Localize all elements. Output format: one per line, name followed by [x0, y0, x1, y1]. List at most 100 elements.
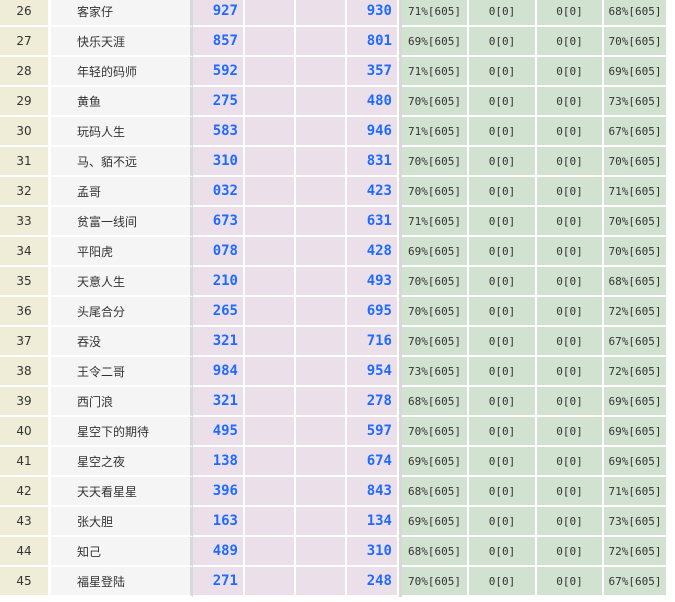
name-cell: 星空之夜 — [51, 447, 193, 477]
divider — [399, 27, 402, 57]
empty-cell — [245, 507, 296, 537]
number-cell: 946 — [347, 117, 399, 147]
rank-cell: 28 — [0, 57, 51, 87]
rank-cell: 38 — [0, 357, 51, 387]
number-cell: 357 — [347, 57, 399, 87]
rate-cell: 0[0] — [469, 0, 537, 27]
table-row: 28 年轻的码师 592 357 71%[605] 0[0] 0[0] 69%[… — [0, 57, 668, 87]
empty-cell — [296, 447, 347, 477]
rate-cell: 0[0] — [469, 297, 537, 327]
divider — [399, 387, 402, 417]
rate-cell: 0[0] — [469, 567, 537, 597]
name-cell: 平阳虎 — [51, 237, 193, 267]
rate-cell: 0[0] — [537, 447, 604, 477]
rate-cell: 68%[605] — [402, 477, 469, 507]
divider — [399, 147, 402, 177]
table-row: 27 快乐天涯 857 801 69%[605] 0[0] 0[0] 70%[6… — [0, 27, 668, 57]
divider — [399, 327, 402, 357]
empty-cell — [296, 0, 347, 27]
number-cell: 631 — [347, 207, 399, 237]
empty-cell — [245, 177, 296, 207]
divider — [399, 207, 402, 237]
divider — [399, 87, 402, 117]
rate-cell: 0[0] — [469, 267, 537, 297]
divider — [399, 267, 402, 297]
empty-cell — [296, 327, 347, 357]
rate-cell: 70%[605] — [402, 417, 469, 447]
rate-cell: 69%[605] — [402, 447, 469, 477]
rate-cell: 0[0] — [537, 537, 604, 567]
rate-cell: 0[0] — [537, 0, 604, 27]
empty-cell — [296, 87, 347, 117]
number-cell: 032 — [193, 177, 245, 207]
table-row: 31 马、貊不远 310 831 70%[605] 0[0] 0[0] 70%[… — [0, 147, 668, 177]
divider — [399, 417, 402, 447]
rate-cell: 70%[605] — [402, 177, 469, 207]
empty-cell — [245, 387, 296, 417]
empty-cell — [245, 57, 296, 87]
number-cell: 592 — [193, 57, 245, 87]
number-cell: 310 — [347, 537, 399, 567]
rate-cell: 0[0] — [537, 27, 604, 57]
name-cell: 天天看星星 — [51, 477, 193, 507]
rate-cell: 0[0] — [469, 507, 537, 537]
rate-cell: 69%[605] — [402, 507, 469, 537]
rate-cell: 0[0] — [537, 387, 604, 417]
number-cell: 423 — [347, 177, 399, 207]
rate-cell: 69%[605] — [402, 27, 469, 57]
empty-cell — [245, 0, 296, 27]
divider — [399, 0, 402, 27]
empty-cell — [296, 537, 347, 567]
rank-cell: 39 — [0, 387, 51, 417]
number-cell: 078 — [193, 237, 245, 267]
name-cell: 吞没 — [51, 327, 193, 357]
rate-cell: 0[0] — [469, 177, 537, 207]
empty-cell — [296, 237, 347, 267]
table-row: 43 张大胆 163 134 69%[605] 0[0] 0[0] 73%[60… — [0, 507, 668, 537]
name-cell: 客家仔 — [51, 0, 193, 27]
rank-cell: 32 — [0, 177, 51, 207]
rate-cell: 72%[605] — [604, 357, 668, 387]
rank-cell: 27 — [0, 27, 51, 57]
divider — [399, 57, 402, 87]
name-cell: 贫富一线间 — [51, 207, 193, 237]
rank-cell: 31 — [0, 147, 51, 177]
rate-cell: 0[0] — [537, 567, 604, 597]
empty-cell — [296, 477, 347, 507]
name-cell: 知己 — [51, 537, 193, 567]
rate-cell: 0[0] — [537, 117, 604, 147]
rate-cell: 0[0] — [537, 477, 604, 507]
rate-cell: 71%[605] — [604, 177, 668, 207]
empty-cell — [245, 267, 296, 297]
number-cell: 275 — [193, 87, 245, 117]
rate-cell: 71%[605] — [402, 207, 469, 237]
divider — [399, 117, 402, 147]
empty-cell — [245, 87, 296, 117]
number-cell: 716 — [347, 327, 399, 357]
table-row: 44 知己 489 310 68%[605] 0[0] 0[0] 72%[605… — [0, 537, 668, 567]
divider — [399, 357, 402, 387]
rank-cell: 29 — [0, 87, 51, 117]
rate-cell: 73%[605] — [604, 507, 668, 537]
name-cell: 孟哥 — [51, 177, 193, 207]
rate-cell: 69%[605] — [604, 417, 668, 447]
empty-cell — [245, 447, 296, 477]
empty-cell — [245, 117, 296, 147]
rate-cell: 0[0] — [469, 447, 537, 477]
empty-cell — [245, 297, 296, 327]
rate-cell: 0[0] — [469, 417, 537, 447]
table-row: 34 平阳虎 078 428 69%[605] 0[0] 0[0] 70%[60… — [0, 237, 668, 267]
number-cell: 428 — [347, 237, 399, 267]
empty-cell — [296, 387, 347, 417]
rate-cell: 73%[605] — [604, 87, 668, 117]
number-cell: 489 — [193, 537, 245, 567]
number-cell: 321 — [193, 327, 245, 357]
table-row: 30 玩码人生 583 946 71%[605] 0[0] 0[0] 67%[6… — [0, 117, 668, 147]
number-cell: 930 — [347, 0, 399, 27]
name-cell: 玩码人生 — [51, 117, 193, 147]
rate-cell: 71%[605] — [604, 477, 668, 507]
name-cell: 年轻的码师 — [51, 57, 193, 87]
number-cell: 583 — [193, 117, 245, 147]
empty-cell — [296, 267, 347, 297]
table-row: 26 客家仔 927 930 71%[605] 0[0] 0[0] 68%[60… — [0, 0, 668, 27]
